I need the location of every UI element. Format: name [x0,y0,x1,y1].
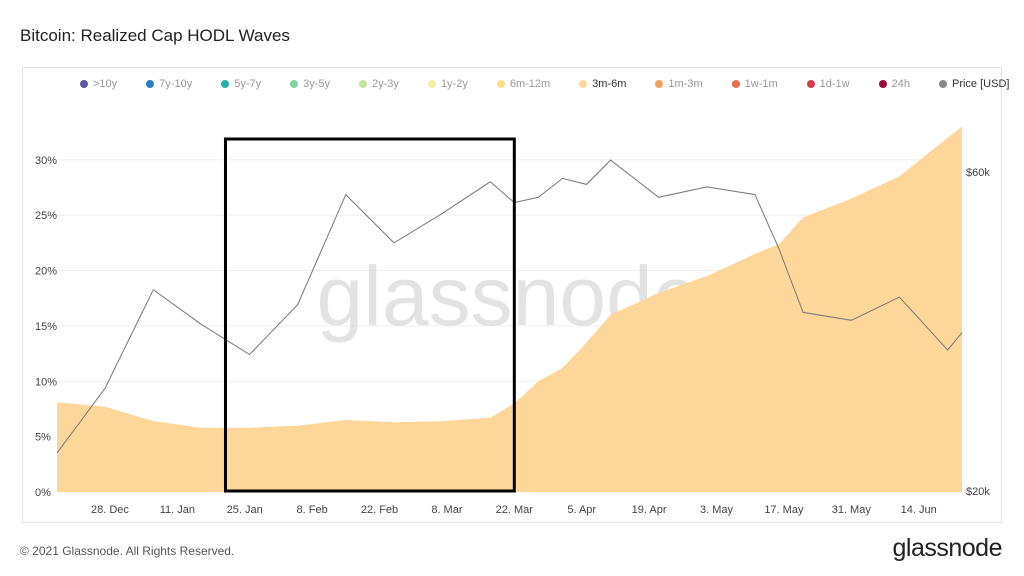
y-right-tick-label: $60k [966,167,990,179]
legend-item[interactable]: 6m-12m [496,78,551,90]
y-axis-left-ticks: 0% 5% 10% 15% 20% 25% 30% [35,155,57,499]
legend-item[interactable]: 1d-1w [806,78,850,90]
x-tick-label: 11. Jan [160,504,195,516]
legend-item[interactable]: 1y-2y [427,78,468,90]
legend-label: 2y-3y [372,78,399,90]
legend-label: >10y [93,78,118,90]
x-tick-label: 28. Dec [91,504,129,516]
legend-item[interactable]: 5y-7y [221,78,261,90]
legend-dot [80,80,88,88]
legend-item[interactable]: 3y-5y [290,78,330,90]
x-tick-label: 22. Feb [361,504,398,516]
chart-legend: >10y 7y-10y 5y-7y 3y-5y 2y-3y 1y-2y 6m-12m 3m-6… [80,78,1024,92]
legend-dot [427,80,436,88]
legend-label: 24h [891,78,910,90]
y-left-tick-label: 30% [35,155,57,167]
legend-item[interactable]: 24h [878,78,910,90]
legend-label: Price [USD] [951,78,1010,90]
legend-item[interactable]: Price [USD] [938,78,1010,90]
x-tick-label: 19. Apr [632,504,667,516]
x-tick-label: 3. May [700,504,734,516]
x-tick-label: 31. May [832,504,872,516]
copyright-text: © 2021 Glassnode. All Rights Reserved. [20,544,235,558]
legend-label: 5y-7y [234,78,262,90]
legend-item[interactable]: 1m-3m [655,78,703,90]
chart-title: Bitcoin: Realized Cap HODL Waves [20,26,290,45]
legend-dot [221,80,230,88]
chart-panel [22,67,1002,523]
legend-dot [146,80,155,88]
y-right-tick-label: $20k [966,486,990,498]
x-tick-label: 17. May [764,504,804,516]
legend-dot [496,80,505,88]
x-tick-label: 22. Mar [496,504,534,516]
legend-label: 1w-1m [744,78,778,90]
legend-item[interactable]: 1w-1m [731,78,778,90]
price-line [56,159,963,454]
legend-dot [290,80,299,88]
legend-item[interactable]: 7y-10y [146,78,192,90]
y-left-tick-label: 25% [35,210,57,222]
legend-item[interactable]: 3m-6m [579,78,626,90]
legend-label: 1y-2y [440,78,468,90]
legend-item[interactable]: >10y [80,78,117,90]
legend-label: 3y-5y [303,78,331,90]
highlight-rectangle [223,137,516,493]
x-tick-label: 25. Jan [227,504,263,516]
area-3m-6m [57,126,962,492]
x-tick-label: 8. Mar [431,504,463,516]
legend-dot [579,80,588,88]
legend-label: 6m-12m [509,78,551,90]
legend-label: 1d-1w [819,78,850,90]
y-axis-right-ticks: $20k $60k [966,167,990,498]
x-axis-ticks: 28. Dec 11. Jan 25. Jan 8. Feb 22. Feb 8. Mar… [91,504,937,516]
x-tick-label: 14. Jun [901,504,937,516]
y-left-tick-label: 15% [35,321,57,333]
y-left-tick-label: 20% [35,266,57,278]
x-tick-label: 8. Feb [297,504,328,516]
legend-dot [655,80,664,88]
x-tick-label: 5. Apr [567,504,596,516]
legend-dot [806,80,815,88]
legend-dot [938,80,947,88]
legend-item[interactable]: 2y-3y [359,78,399,90]
legend-label: 3m-6m [592,78,627,90]
legend-dot [731,80,740,88]
legend-dot [359,80,368,88]
brand-logo: glassnode [892,534,1003,562]
legend-label: 1m-3m [668,78,703,90]
y-left-tick-label: 5% [35,432,51,444]
y-left-tick-label: 10% [35,376,57,388]
legend-dot [878,80,887,88]
y-left-tick-label: 0% [35,487,51,499]
legend-label: 7y-10y [159,78,193,90]
